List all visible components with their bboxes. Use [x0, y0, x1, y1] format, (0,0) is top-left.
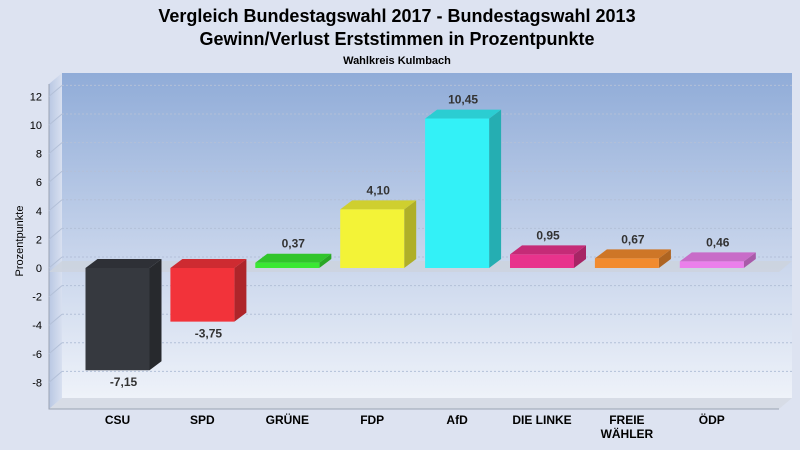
x-tick-label: AfD — [446, 413, 468, 427]
bar — [170, 268, 235, 322]
bar-side — [404, 200, 417, 268]
bar-side — [574, 245, 586, 268]
y-tick-label: 2 — [36, 234, 42, 246]
grid-line-side — [48, 313, 63, 326]
bar-side — [658, 249, 671, 268]
data-label: 0,67 — [621, 232, 645, 246]
bar — [679, 261, 744, 268]
data-label: -3,75 — [195, 327, 223, 341]
grid-line-side — [48, 113, 63, 126]
y-tick-label: 10 — [30, 120, 42, 132]
grid-line-side — [48, 371, 63, 383]
grid-line-side — [48, 199, 63, 212]
bar-top — [340, 200, 417, 210]
y-tick-label: -4 — [32, 320, 42, 332]
bar — [255, 262, 320, 268]
y-tick-label: 0 — [36, 263, 42, 275]
bar-top — [510, 245, 586, 255]
data-label: 0,46 — [706, 235, 730, 249]
bar — [340, 209, 405, 268]
bar-top — [594, 249, 671, 259]
bar-top — [85, 259, 162, 268]
bar-top — [679, 252, 756, 262]
data-label: -7,15 — [110, 375, 138, 389]
bar — [85, 268, 150, 371]
chart-subtitle: Gewinn/Verlust Erststimmen in Prozentpun… — [199, 29, 594, 49]
bar-top — [425, 109, 502, 119]
bar — [425, 118, 490, 268]
floor — [49, 398, 792, 409]
data-label: 0,95 — [536, 228, 560, 242]
bar-side — [743, 252, 756, 268]
grid-line-side — [48, 285, 63, 297]
x-tick-label: FDP — [360, 413, 384, 427]
grid-line-side — [48, 142, 63, 154]
x-tick-label: CSU — [105, 413, 130, 427]
grid-line-side — [48, 85, 63, 97]
x-tick-label: FREIE — [609, 413, 644, 427]
grid-line-side — [48, 170, 63, 183]
y-tick-label: 8 — [36, 149, 42, 161]
bars: -7,15 -3,75 0,37 4,10 10,45 0,95 0,67 0,46 — [85, 93, 756, 389]
y-tick-label: 6 — [36, 177, 42, 189]
bar-side — [149, 259, 162, 371]
data-label: 10,45 — [448, 93, 478, 107]
bar-side — [489, 109, 502, 268]
x-tick-label: SPD — [190, 413, 215, 427]
y-tick-label: -8 — [32, 377, 42, 389]
x-tick-label: ÖDP — [699, 412, 725, 427]
bar — [510, 254, 574, 268]
y-tick-label: 4 — [36, 206, 42, 218]
y-tick-label: -2 — [32, 292, 42, 304]
plot-border — [48, 84, 779, 410]
chart-title: Vergleich Bundestagswahl 2017 - Bundesta… — [158, 6, 635, 26]
bar-top — [255, 253, 332, 263]
bar-side — [234, 259, 247, 322]
grid-line-side — [48, 256, 63, 269]
y-tick-label: 12 — [30, 91, 42, 103]
grid-line-side — [48, 228, 63, 240]
y-tick-label: -6 — [32, 349, 42, 361]
bar-side — [319, 253, 332, 268]
plot-area: 12 10 8 6 4 2 0 -2 -4 -6 -8 -7,15 -3,75 0,37 4,10 10,4… — [30, 73, 792, 441]
y-axis-label: Prozentpunkte — [14, 206, 26, 277]
bar-top — [170, 259, 247, 268]
y-axis-ticks: 12 10 8 6 4 2 0 -2 -4 -6 -8 — [30, 91, 42, 389]
data-label: 0,37 — [282, 237, 306, 251]
x-tick-label: WÄHLER — [601, 426, 654, 441]
x-tick-label: DIE LINKE — [512, 413, 571, 427]
x-tick-label: GRÜNE — [266, 412, 309, 427]
data-label: 4,10 — [367, 183, 391, 197]
left-side-wall — [49, 73, 62, 409]
chart-subsubtitle: Wahlkreis Kulmbach — [343, 55, 451, 67]
bar — [594, 258, 659, 268]
grid-line-side — [48, 342, 63, 355]
